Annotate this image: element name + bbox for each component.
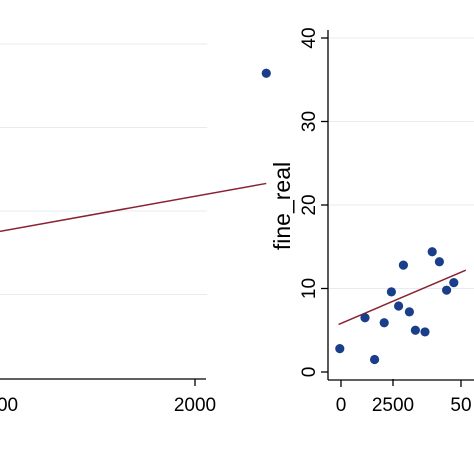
- right-y-tick-label: 0: [299, 367, 320, 378]
- left-x-axis: 1500 2000 2500: [0, 378, 414, 416]
- right-y-tick-label: 20: [299, 194, 320, 215]
- right-gridlines: [329, 37, 474, 289]
- right-data-point: [394, 301, 404, 311]
- right-data-point: [410, 325, 420, 335]
- right-y-tick-label: 30: [299, 111, 320, 132]
- right-y-tick-label: 10: [299, 278, 320, 299]
- right-axes: 0 10 20 30 40 0 50: [299, 27, 474, 416]
- right-data-point: [379, 318, 389, 328]
- left-gridlines: [0, 43, 207, 295]
- left-data-points: [261, 68, 271, 78]
- left-chart-panel: 150020002500: [0, 43, 414, 416]
- right-x-tick-label: 0: [336, 395, 347, 416]
- right-fit-line: [338, 269, 467, 326]
- right-chart-panel: 0 10 20 30 40 0 50 fine_real: [269, 27, 474, 416]
- left-fit-line: [0, 182, 267, 233]
- right-data-point: [370, 354, 380, 365]
- right-data-point: [404, 307, 414, 317]
- right-y-tick-label: 40: [299, 27, 320, 48]
- right-data-point: [398, 260, 408, 270]
- right-data-point: [442, 285, 452, 295]
- right-data-point: [427, 247, 437, 257]
- right-data-point: [386, 287, 396, 297]
- right-data-points: [335, 247, 459, 365]
- left-data-point: [261, 68, 271, 78]
- right-y-axis-title: fine_real: [269, 162, 295, 250]
- left-x-tick-label: 1500: [0, 395, 18, 416]
- left-x-tick-label: 2000: [174, 395, 216, 416]
- right-data-point: [420, 327, 430, 337]
- right-data-point: [434, 257, 444, 267]
- right-data-point: [449, 278, 459, 288]
- right-fitted-line: [338, 269, 467, 326]
- left-x-tick-label: 2500: [372, 395, 414, 416]
- left-fitted-line: [0, 182, 267, 233]
- right-data-point: [360, 313, 370, 323]
- right-x-tick-label: 50: [450, 395, 471, 416]
- right-data-point: [335, 344, 345, 354]
